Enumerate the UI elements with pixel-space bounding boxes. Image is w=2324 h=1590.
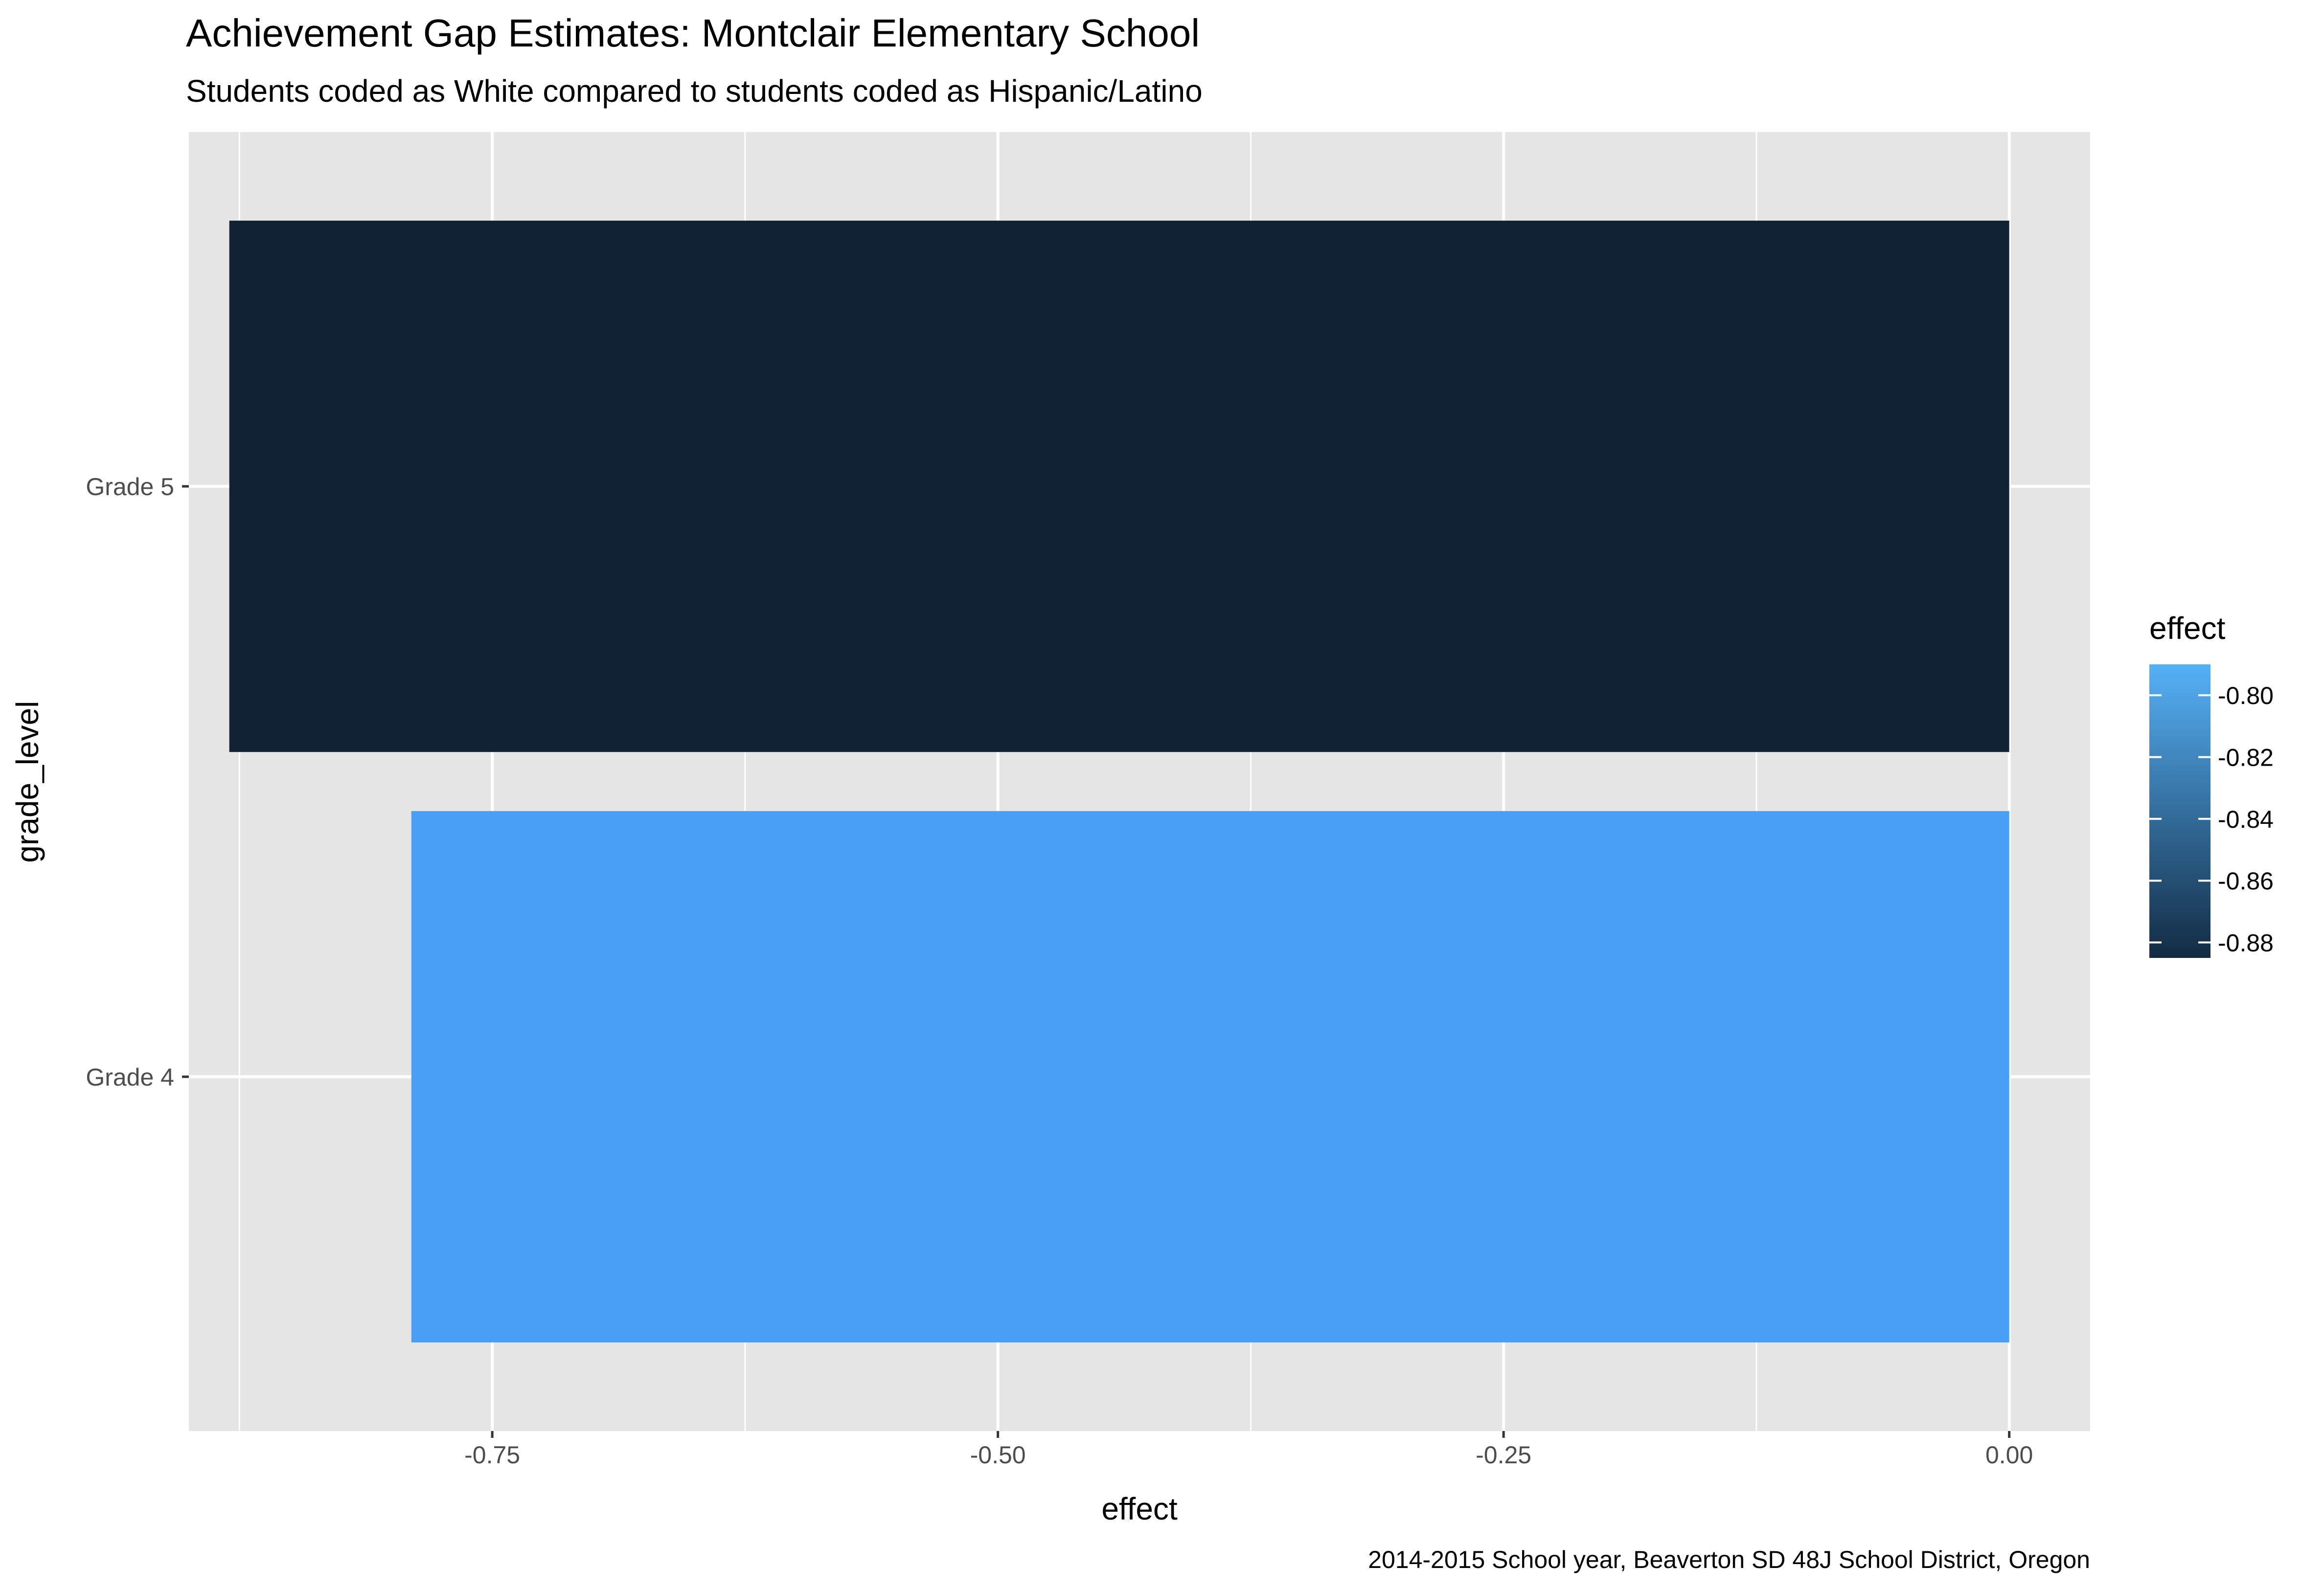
y-axis-label: grade_level [10, 701, 45, 863]
legend-ticks: -0.80 -0.82 -0.84 -0.86 -0.88 [2149, 682, 2274, 956]
bars [229, 221, 2009, 1342]
x-axis-label: effect [1101, 1491, 1178, 1526]
y-axis: Grade 4 Grade 5 [86, 473, 189, 1091]
y-tick-label: Grade 5 [86, 473, 174, 500]
bar-grade-4 [411, 811, 2009, 1342]
y-tick-label: Grade 4 [86, 1064, 174, 1091]
chart-title: Achievement Gap Estimates: Montclair Ele… [186, 11, 1200, 55]
chart-subtitle: Students coded as White compared to stud… [186, 73, 1203, 109]
x-tick-label: -0.25 [1476, 1441, 1531, 1469]
legend-tick-label: -0.82 [2218, 744, 2274, 771]
legend-tick-label: -0.84 [2218, 806, 2274, 833]
x-axis: -0.75 -0.50 -0.25 0.00 [464, 1431, 2033, 1469]
legend-tick-label: -0.88 [2218, 929, 2274, 956]
legend-tick-label: -0.86 [2218, 867, 2274, 895]
legend-title: effect [2149, 611, 2226, 646]
bar-grade-5 [229, 221, 2009, 752]
chart-caption: 2014-2015 School year, Beaverton SD 48J … [1368, 1546, 2090, 1573]
legend-colorbar [2149, 664, 2210, 958]
x-tick-label: -0.50 [970, 1441, 1026, 1469]
x-tick-label: -0.75 [464, 1441, 520, 1469]
legend-tick-label: -0.80 [2218, 682, 2274, 709]
x-tick-label: 0.00 [1985, 1441, 2033, 1469]
legend: effect -0.80 -0.82 -0.84 -0.86 -0.88 [2149, 611, 2274, 958]
